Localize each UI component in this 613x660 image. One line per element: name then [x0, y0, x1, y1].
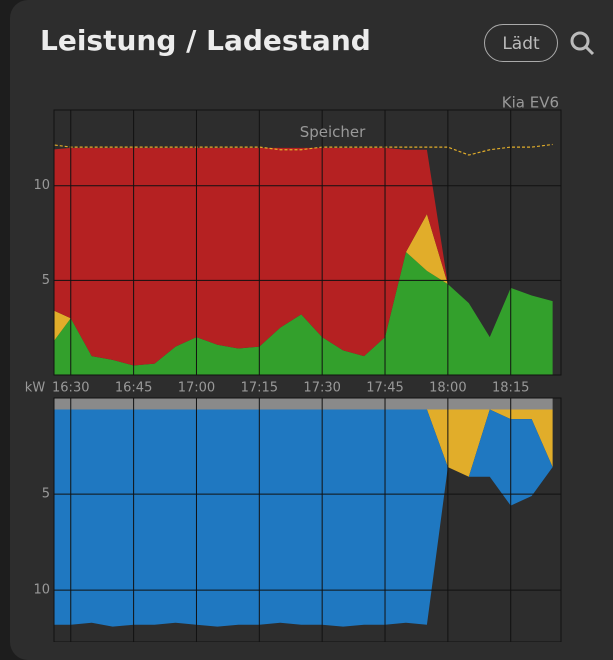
y-tick-label: 5 — [42, 273, 50, 288]
area — [54, 398, 553, 410]
search-icon[interactable] — [570, 31, 595, 56]
area — [54, 147, 553, 366]
y-unit: kW — [25, 381, 46, 396]
x-tick-label: 17:15 — [241, 381, 278, 396]
plot-frame — [53, 109, 562, 376]
x-tick-label: 16:30 — [52, 381, 89, 396]
plot — [54, 110, 561, 375]
vehicle-label: Kia EV6 — [502, 94, 559, 112]
x-tick-label: 17:45 — [366, 381, 403, 396]
title: Leistung / Ladestand — [40, 24, 371, 57]
area — [54, 214, 553, 366]
area — [54, 409, 553, 627]
y-tick-label: 10 — [33, 178, 50, 193]
x-tick-label: 16:45 — [115, 381, 152, 396]
area — [54, 409, 553, 477]
y-tick-label: 10 — [33, 583, 50, 598]
chart: Speicher 5 10 16:30 16:45 17:00 17:15 17:30 17:4… — [25, 31, 595, 642]
x-tick-label: 17:00 — [178, 381, 215, 396]
status-button[interactable]: Lädt — [484, 24, 558, 62]
soc-line — [54, 143, 553, 156]
area — [54, 251, 553, 375]
x-tick-label: 17:30 — [303, 381, 340, 396]
x-tick-label: 18:15 — [492, 381, 529, 396]
y-tick-label: 5 — [42, 487, 50, 502]
plot — [54, 398, 561, 642]
page: Leistung / Ladestand Lädt Speicher 5 10 16:… — [10, 0, 613, 660]
x-tick-label: 18:00 — [429, 381, 466, 396]
plot-frame — [53, 397, 562, 642]
soc-label: Speicher — [300, 123, 366, 141]
